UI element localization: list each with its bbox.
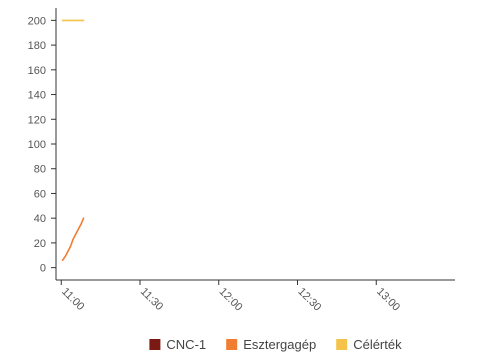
y-tick-label: 140 <box>28 90 46 102</box>
y-tick-label: 0 <box>40 263 46 275</box>
legend-swatch <box>336 339 348 350</box>
x-tick-label: 11:00 <box>59 286 86 313</box>
x-tick-label: 11:30 <box>138 286 165 313</box>
legend-swatch <box>149 339 161 350</box>
legend-item[interactable]: CNC-1 <box>149 337 206 352</box>
y-tick-label: 180 <box>28 40 46 52</box>
plot-series <box>61 19 85 261</box>
y-ticks: 0 20 40 60 80 100 120 140 160 180 200 <box>28 15 56 275</box>
legend-item[interactable]: Célérték <box>336 337 402 352</box>
x-ticks: 11:00 11:30 12:00 12:30 13:00 <box>59 280 402 314</box>
y-tick-label: 200 <box>28 15 46 27</box>
legend-label: Célérték <box>353 337 402 352</box>
x-tick-label: 13:00 <box>374 286 402 314</box>
y-tick-label: 120 <box>28 114 46 126</box>
legend-label: CNC-1 <box>166 337 206 352</box>
y-tick-label: 20 <box>34 238 46 250</box>
x-tick-label: 12:30 <box>295 286 323 314</box>
legend-label: Esztergagép <box>243 337 316 352</box>
y-tick-label: 40 <box>34 213 46 225</box>
y-tick-label: 80 <box>34 164 46 176</box>
x-tick-label: 12:00 <box>217 286 245 314</box>
y-tick-label: 60 <box>34 188 46 200</box>
legend-swatch <box>226 339 238 350</box>
legend[interactable]: CNC-1 Esztergagép Célérték <box>149 337 402 352</box>
legend-item[interactable]: Esztergagép <box>226 337 316 352</box>
y-tick-label: 100 <box>28 139 46 151</box>
y-tick-label: 160 <box>28 65 46 77</box>
series-line-1 <box>61 217 85 261</box>
